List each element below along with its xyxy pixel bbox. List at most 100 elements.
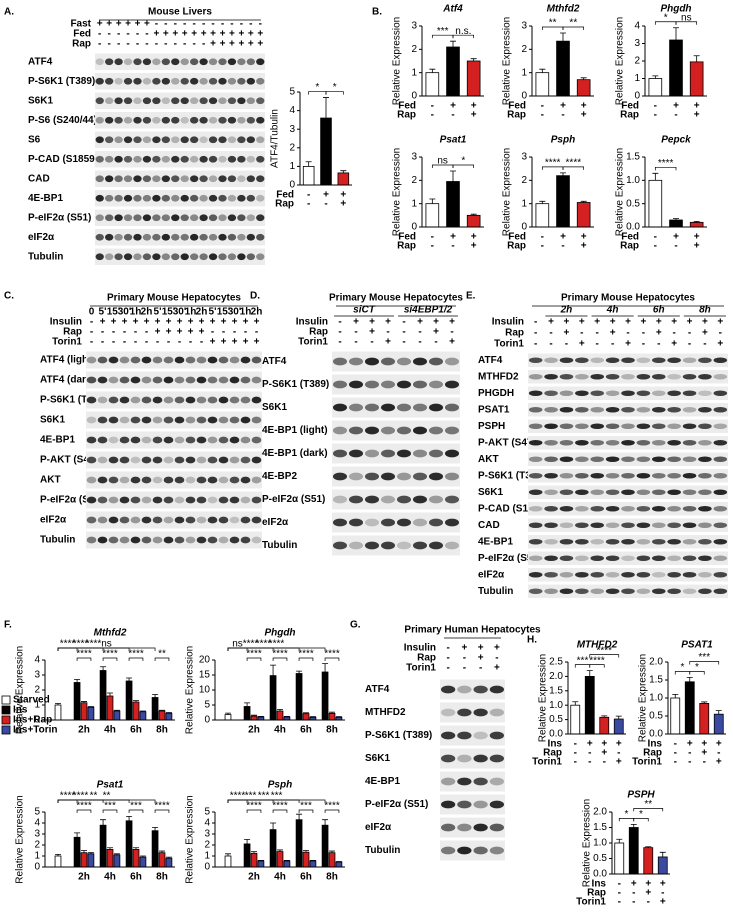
- significance-label: ****: [596, 645, 612, 656]
- blot-band: [621, 505, 635, 512]
- chart-title: PSPH: [627, 790, 655, 801]
- blot-strip: [95, 248, 265, 265]
- bar: [80, 852, 88, 868]
- bar: [657, 856, 668, 875]
- y-tick-label: 0.0: [649, 729, 663, 740]
- blot-band: [682, 390, 697, 397]
- bar: [328, 852, 336, 868]
- blot-row-label: ATF4 (light): [40, 355, 95, 366]
- blot-band: [667, 357, 681, 364]
- blot-band: [605, 538, 620, 545]
- blot-band: [412, 380, 428, 389]
- blot-band: [559, 489, 574, 496]
- significance-bracket: [562, 26, 585, 30]
- blot-band: [528, 456, 543, 463]
- blot-band: [698, 489, 712, 496]
- condition-mark: -: [338, 317, 341, 328]
- y-tick-label: 2: [34, 840, 40, 851]
- blot-row-label: P-eIF2α (S51): [478, 553, 541, 564]
- blot-band: [237, 194, 246, 202]
- blot-band: [133, 116, 142, 124]
- y-tick-label: 0: [521, 222, 527, 233]
- blot-band: [171, 155, 180, 163]
- blot-band: [364, 449, 380, 458]
- blot-row-label: 4E-BP1: [365, 776, 400, 787]
- blot-strip: [440, 748, 505, 769]
- y-tick-label: 2: [289, 142, 295, 153]
- y-tick-label: 0.5: [549, 714, 563, 725]
- bar: [295, 673, 303, 721]
- blot-band: [246, 194, 255, 202]
- chart-title: Psat1: [440, 135, 467, 146]
- significance-label: ****: [256, 639, 272, 650]
- blot-band: [575, 588, 589, 595]
- blot-band: [667, 538, 681, 545]
- bar: [269, 829, 277, 868]
- significance-label: ****: [76, 801, 92, 812]
- blot-title: Primary Mouse Hepatocytes: [107, 293, 241, 304]
- timepoint-label: 1h: [130, 307, 142, 318]
- blot-band: [130, 456, 141, 464]
- blot-band: [190, 194, 199, 202]
- condition-mark: +: [243, 337, 249, 348]
- y-axis-label: ATF4/Tubulin: [270, 109, 281, 168]
- significance-label: ****: [154, 801, 170, 812]
- error-bar: [340, 170, 347, 173]
- significance-label: ****: [60, 639, 76, 650]
- blot-band: [142, 136, 152, 144]
- error-bar: [329, 711, 335, 714]
- blot-band: [97, 456, 108, 464]
- blot-band: [152, 233, 161, 241]
- condition-mark: +: [631, 879, 637, 890]
- bar: [321, 671, 329, 721]
- condition-mark: +: [385, 317, 391, 328]
- blot-band: [218, 77, 227, 85]
- condition-mark: +: [172, 29, 178, 40]
- condition-mark: -: [136, 39, 139, 50]
- condition-label: Rap: [543, 748, 562, 759]
- bar: [643, 847, 654, 875]
- blot-band: [190, 214, 199, 222]
- blot-band: [161, 155, 170, 163]
- blot-title: Primary Mouse Hepatocytes: [561, 293, 695, 304]
- condition-mark: -: [211, 327, 214, 338]
- x-tick-label: 6h: [300, 872, 312, 883]
- blot-band: [544, 406, 558, 413]
- condition-mark: -: [183, 19, 186, 30]
- error-bar: [560, 32, 566, 42]
- error-bar: [329, 850, 335, 853]
- condition-label: Insulin: [492, 317, 524, 328]
- blot-band: [667, 423, 681, 430]
- significance-label: ****: [76, 649, 92, 660]
- condition-mark: -: [418, 327, 421, 338]
- condition-mark: +: [116, 19, 122, 30]
- condition-mark: -: [402, 337, 405, 348]
- blot-band: [256, 233, 265, 241]
- legend-label: Starved: [13, 695, 50, 706]
- blot-band: [396, 495, 412, 504]
- condition-mark: -: [221, 19, 224, 30]
- blot-band: [218, 175, 227, 183]
- condition-mark: +: [166, 327, 172, 338]
- blot-band: [575, 538, 589, 545]
- x-tick-label: 6h: [130, 872, 142, 883]
- blot-band: [652, 522, 666, 529]
- blot-row-label: AKT: [40, 475, 61, 486]
- blot-band: [636, 571, 651, 578]
- group-label: 2h: [560, 305, 573, 316]
- blot-band: [185, 356, 196, 364]
- condition-mark: -: [126, 29, 129, 40]
- y-axis-label: Relative Expression: [502, 148, 513, 236]
- blot-band: [364, 495, 380, 504]
- y-tick-label: 1.0: [549, 700, 563, 711]
- significance-bracket: [589, 654, 620, 658]
- condition-mark: -: [370, 337, 373, 348]
- chart-title: Phgdh: [264, 628, 295, 639]
- blot-band: [528, 538, 543, 545]
- bar: [158, 710, 166, 721]
- condition-mark: -: [134, 337, 137, 348]
- blot-band: [473, 777, 488, 786]
- blot-band: [251, 536, 262, 544]
- blot-band: [559, 555, 574, 562]
- blot-band: [86, 416, 97, 424]
